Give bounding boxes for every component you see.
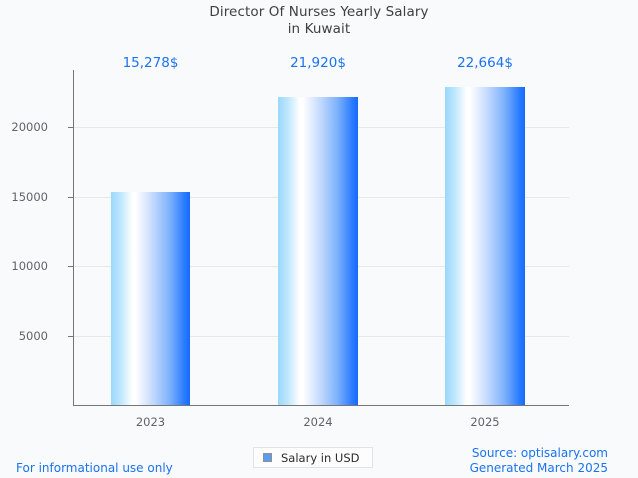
- tick-mark-15000: [68, 197, 73, 198]
- bar-2024[interactable]: [278, 97, 358, 405]
- bar-value-label-2025: 22,664$: [457, 55, 513, 71]
- x-axis-line: [73, 405, 569, 406]
- x-axis-label-2025: 2025: [470, 415, 500, 429]
- chart-legend[interactable]: Salary in USD: [253, 447, 373, 468]
- y-axis-line: [73, 70, 74, 406]
- bar-2023[interactable]: [111, 192, 190, 405]
- x-axis-label-2023: 2023: [135, 415, 166, 429]
- tick-mark-10000: [68, 266, 73, 267]
- legend-item-label: Salary in USD: [281, 450, 360, 465]
- y-axis-tick-label-5000: 5000: [18, 329, 48, 343]
- tick-mark-20000: [68, 127, 73, 128]
- source-attribution: Source: optisalary.com Generated March 2…: [470, 446, 608, 476]
- chart-title-line-2: in Kuwait: [287, 21, 351, 37]
- x-axis-label-2024: 2024: [303, 415, 333, 429]
- bar-value-label-2024: 21,920$: [290, 55, 346, 71]
- bar-value-label-2023: 15,278$: [122, 55, 179, 71]
- bar-2025[interactable]: [445, 87, 525, 405]
- generated-date-text: Generated March 2025: [469, 461, 608, 475]
- y-axis-tick-label-10000: 10000: [11, 259, 48, 273]
- plot-area: [68, 70, 569, 406]
- source-text: Source: optisalary.com: [471, 446, 608, 460]
- disclaimer-text: For informational use only: [16, 461, 173, 475]
- chart-title: Director Of Nurses Yearly Salary in Kuwa…: [0, 4, 638, 38]
- y-axis-tick-label-20000: 20000: [11, 120, 48, 134]
- chart-title-line-1: Director Of Nurses Yearly Salary: [209, 4, 429, 20]
- tick-mark-5000: [68, 336, 73, 337]
- y-axis-tick-label-15000: 15000: [11, 190, 48, 204]
- legend-color-swatch-icon: [263, 453, 272, 462]
